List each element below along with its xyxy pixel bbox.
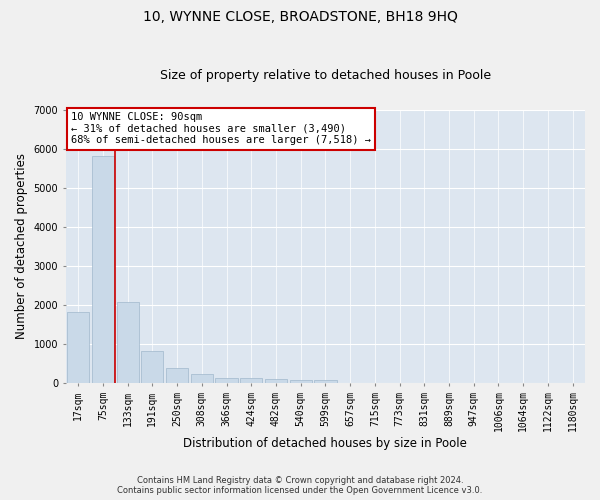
Bar bbox=[240, 378, 262, 382]
Bar bbox=[166, 368, 188, 382]
X-axis label: Distribution of detached houses by size in Poole: Distribution of detached houses by size … bbox=[184, 437, 467, 450]
Bar bbox=[215, 378, 238, 382]
Bar bbox=[92, 156, 114, 382]
Y-axis label: Number of detached properties: Number of detached properties bbox=[15, 153, 28, 339]
Bar bbox=[141, 351, 163, 382]
Bar bbox=[265, 379, 287, 382]
Bar bbox=[314, 380, 337, 382]
Bar bbox=[116, 302, 139, 382]
Text: 10, WYNNE CLOSE, BROADSTONE, BH18 9HQ: 10, WYNNE CLOSE, BROADSTONE, BH18 9HQ bbox=[143, 10, 457, 24]
Bar bbox=[290, 380, 312, 382]
Bar bbox=[191, 374, 213, 382]
Bar bbox=[67, 312, 89, 382]
Text: 10 WYNNE CLOSE: 90sqm
← 31% of detached houses are smaller (3,490)
68% of semi-d: 10 WYNNE CLOSE: 90sqm ← 31% of detached … bbox=[71, 112, 371, 146]
Text: Contains HM Land Registry data © Crown copyright and database right 2024.
Contai: Contains HM Land Registry data © Crown c… bbox=[118, 476, 482, 495]
Title: Size of property relative to detached houses in Poole: Size of property relative to detached ho… bbox=[160, 69, 491, 82]
